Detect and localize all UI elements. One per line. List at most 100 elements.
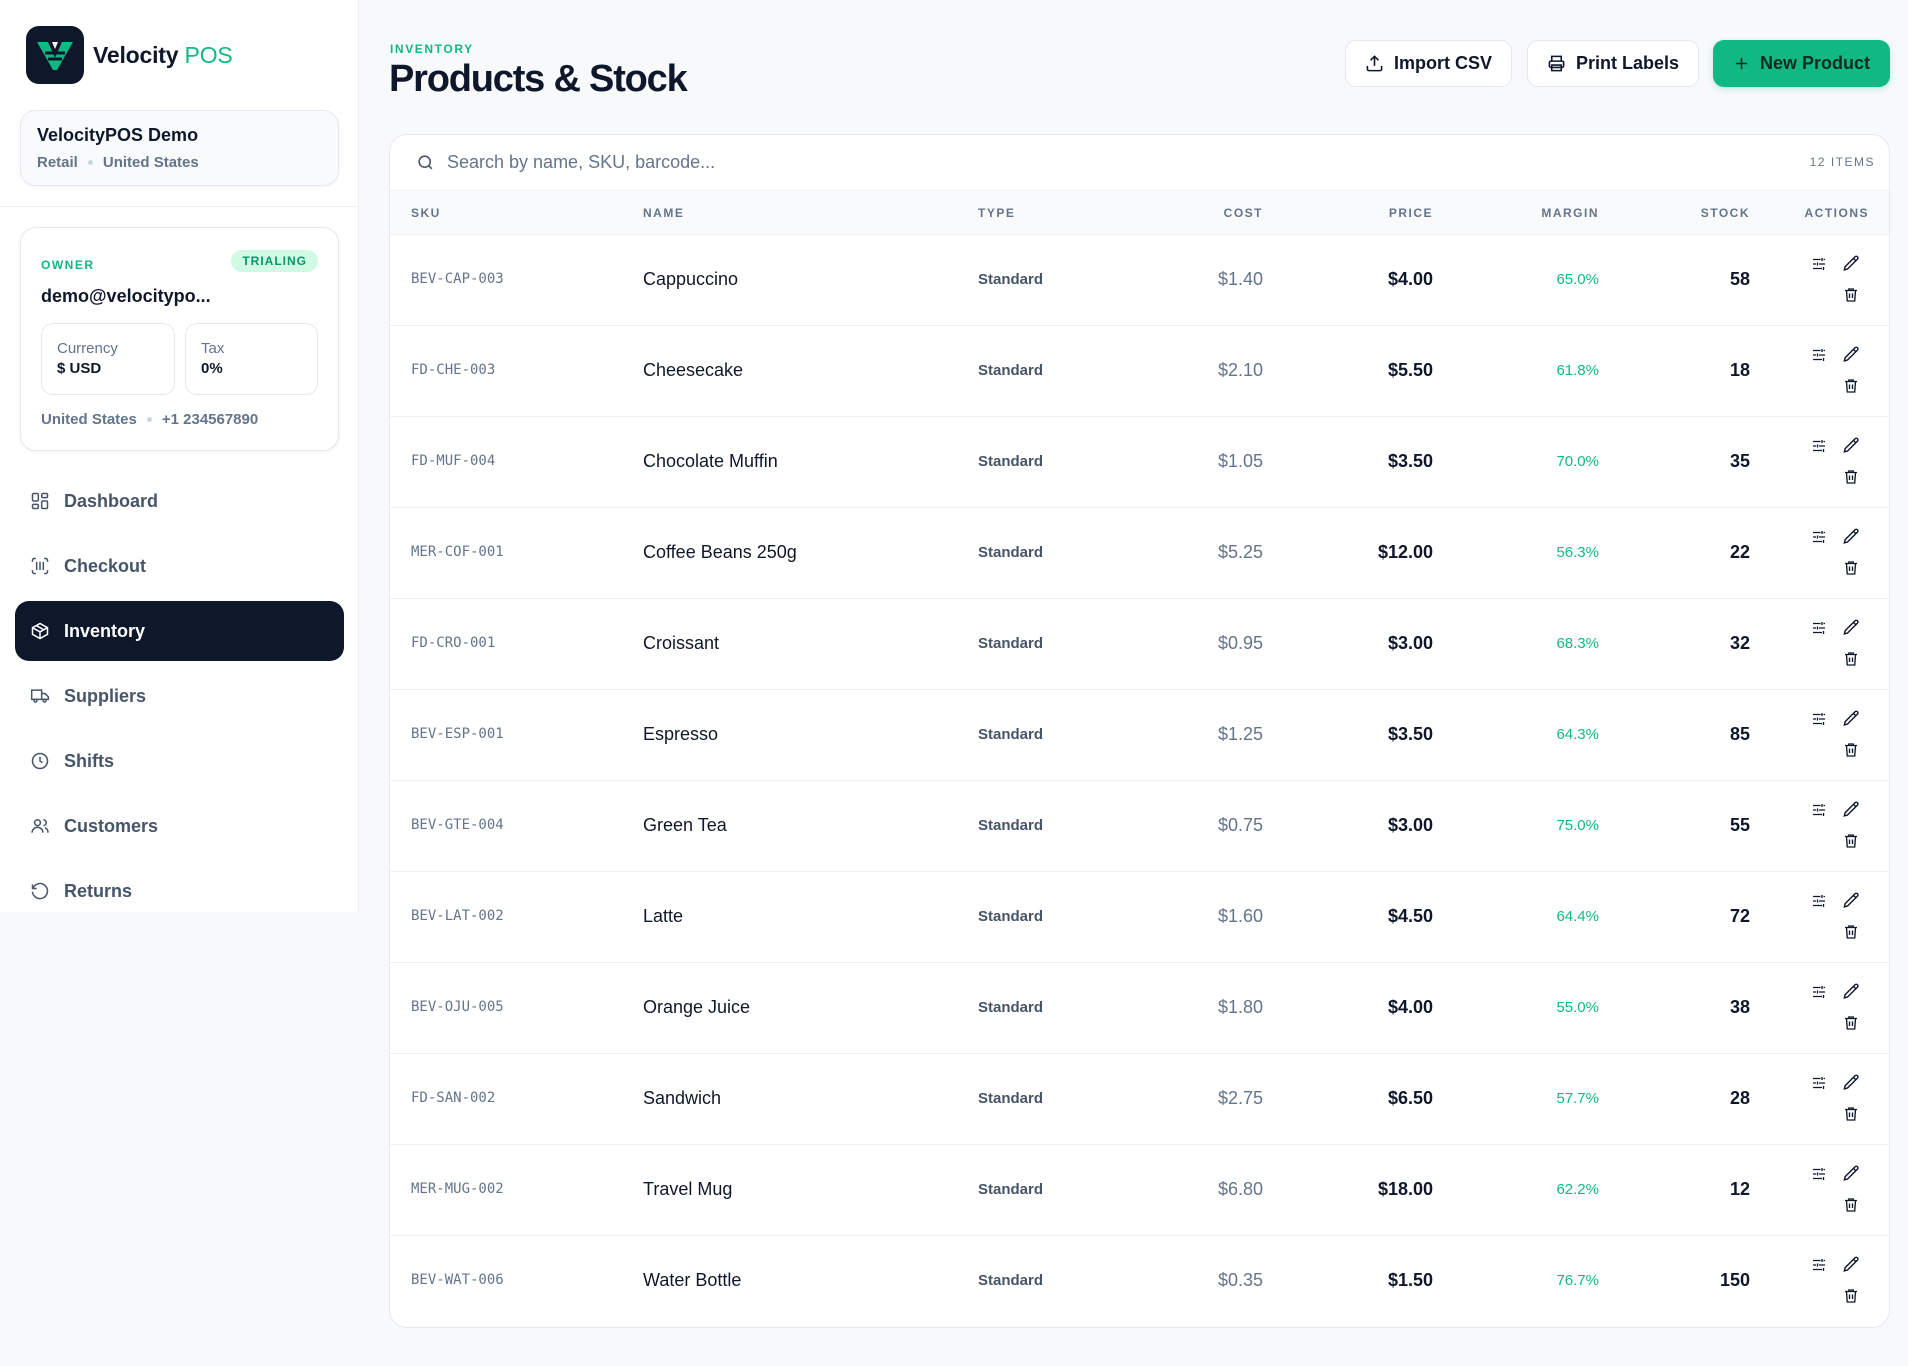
delete-trash-icon[interactable] bbox=[1842, 1014, 1860, 1037]
sidebar-item-shifts[interactable]: Shifts bbox=[15, 731, 344, 791]
delete-trash-icon[interactable] bbox=[1842, 377, 1860, 400]
adjust-stock-icon[interactable] bbox=[1810, 710, 1828, 733]
adjust-stock-icon[interactable] bbox=[1810, 1256, 1828, 1279]
delete-trash-icon[interactable] bbox=[1842, 1196, 1860, 1219]
margin-cell: 62.2% bbox=[1556, 1181, 1599, 1198]
type-cell: Standard bbox=[978, 1181, 1044, 1198]
page-eyebrow: INVENTORY bbox=[390, 42, 474, 56]
table-row[interactable]: BEV-ESP-001 Espresso Standard $1.25 $3.5… bbox=[390, 690, 1889, 781]
edit-pencil-icon[interactable] bbox=[1842, 345, 1861, 369]
table-row[interactable]: MER-MUG-002 Travel Mug Standard $6.80 $1… bbox=[390, 1145, 1889, 1236]
column-header-cost[interactable]: COST bbox=[1223, 206, 1263, 220]
edit-pencil-icon[interactable] bbox=[1842, 800, 1861, 824]
stock-cell: 72 bbox=[1729, 906, 1750, 926]
cost-cell: $6.80 bbox=[1217, 1179, 1263, 1199]
edit-pencil-icon[interactable] bbox=[1842, 982, 1861, 1006]
edit-pencil-icon[interactable] bbox=[1842, 1073, 1861, 1097]
stock-cell: 38 bbox=[1729, 997, 1750, 1017]
adjust-stock-icon[interactable] bbox=[1810, 619, 1828, 642]
type-cell: Standard bbox=[978, 726, 1044, 743]
name-cell: Espresso bbox=[643, 724, 719, 744]
brand[interactable]: Velocity POS bbox=[26, 26, 233, 84]
import-csv-button[interactable]: Import CSV bbox=[1345, 40, 1512, 87]
table-row[interactable]: FD-CHE-003 Cheesecake Standard $2.10 $5.… bbox=[390, 326, 1889, 417]
margin-cell: 76.7% bbox=[1556, 1272, 1599, 1289]
column-header-stock[interactable]: STOCK bbox=[1700, 206, 1750, 220]
table-row[interactable]: BEV-CAP-003 Cappuccino Standard $1.40 $4… bbox=[390, 235, 1889, 326]
delete-trash-icon[interactable] bbox=[1842, 1287, 1860, 1310]
adjust-stock-icon[interactable] bbox=[1810, 892, 1828, 915]
type-cell: Standard bbox=[978, 1090, 1044, 1107]
sidebar-item-customers[interactable]: Customers bbox=[15, 796, 344, 856]
edit-pencil-icon[interactable] bbox=[1842, 618, 1861, 642]
org-switcher[interactable]: VelocityPOS Demo Retail United States bbox=[20, 110, 339, 186]
delete-trash-icon[interactable] bbox=[1842, 650, 1860, 673]
sidebar-item-returns[interactable]: Returns bbox=[15, 861, 344, 921]
adjust-stock-icon[interactable] bbox=[1810, 1074, 1828, 1097]
sku-cell: MER-COF-001 bbox=[411, 544, 504, 560]
adjust-stock-icon[interactable] bbox=[1810, 528, 1828, 551]
column-header-margin[interactable]: MARGIN bbox=[1541, 206, 1599, 220]
delete-trash-icon[interactable] bbox=[1842, 559, 1860, 582]
margin-cell: 68.3% bbox=[1556, 635, 1599, 652]
margin-cell: 70.0% bbox=[1556, 453, 1599, 470]
new-product-button[interactable]: New Product bbox=[1713, 40, 1890, 87]
sidebar-nav: Dashboard Checkout Inventory Suppliers bbox=[15, 471, 344, 926]
edit-pencil-icon[interactable] bbox=[1842, 891, 1861, 915]
brand-name-accent: POS bbox=[184, 41, 233, 68]
sidebar-item-checkout[interactable]: Checkout bbox=[15, 536, 344, 596]
price-cell: $12.00 bbox=[1377, 542, 1433, 562]
edit-pencil-icon[interactable] bbox=[1842, 1255, 1861, 1279]
type-cell: Standard bbox=[978, 544, 1044, 561]
edit-pencil-icon[interactable] bbox=[1842, 254, 1861, 278]
column-header-type[interactable]: TYPE bbox=[978, 206, 1016, 220]
sidebar-item-suppliers[interactable]: Suppliers bbox=[15, 666, 344, 726]
type-cell: Standard bbox=[978, 635, 1044, 652]
sidebar: Velocity POS VelocityPOS Demo Retail Uni… bbox=[0, 0, 359, 912]
table-row[interactable]: FD-CRO-001 Croissant Standard $0.95 $3.0… bbox=[390, 599, 1889, 690]
search-bar: 12 ITEMS bbox=[390, 135, 1889, 191]
table-row[interactable]: MER-COF-001 Coffee Beans 250g Standard $… bbox=[390, 508, 1889, 599]
adjust-stock-icon[interactable] bbox=[1810, 983, 1828, 1006]
delete-trash-icon[interactable] bbox=[1842, 832, 1860, 855]
table-row[interactable]: BEV-GTE-004 Green Tea Standard $0.75 $3.… bbox=[390, 781, 1889, 872]
adjust-stock-icon[interactable] bbox=[1810, 346, 1828, 369]
delete-trash-icon[interactable] bbox=[1842, 741, 1860, 764]
delete-trash-icon[interactable] bbox=[1842, 468, 1860, 491]
column-header-sku[interactable]: SKU bbox=[411, 206, 441, 220]
table-row[interactable]: FD-SAN-002 Sandwich Standard $2.75 $6.50… bbox=[390, 1054, 1889, 1145]
adjust-stock-icon[interactable] bbox=[1810, 255, 1828, 278]
table-row[interactable]: FD-MUF-004 Chocolate Muffin Standard $1.… bbox=[390, 417, 1889, 508]
sidebar-item-inventory[interactable]: Inventory bbox=[15, 601, 344, 661]
stock-cell: 85 bbox=[1729, 724, 1750, 744]
sku-cell: FD-SAN-002 bbox=[411, 1090, 496, 1106]
stock-cell: 32 bbox=[1729, 633, 1750, 653]
stock-cell: 55 bbox=[1729, 815, 1750, 835]
name-cell: Green Tea bbox=[643, 815, 727, 835]
item-count: 12 ITEMS bbox=[1809, 155, 1875, 169]
column-header-price[interactable]: PRICE bbox=[1388, 206, 1433, 220]
search-input[interactable] bbox=[447, 152, 1047, 173]
table-row[interactable]: BEV-LAT-002 Latte Standard $1.60 $4.50 6… bbox=[390, 872, 1889, 963]
delete-trash-icon[interactable] bbox=[1842, 923, 1860, 946]
table-header: SKU NAME TYPE COST PRICE MARGIN STOCK AC… bbox=[390, 191, 1889, 235]
edit-pencil-icon[interactable] bbox=[1842, 436, 1861, 460]
table-row[interactable]: BEV-WAT-006 Water Bottle Standard $0.35 … bbox=[390, 1236, 1889, 1327]
edit-pencil-icon[interactable] bbox=[1842, 527, 1861, 551]
name-cell: Latte bbox=[643, 906, 684, 926]
adjust-stock-icon[interactable] bbox=[1810, 437, 1828, 460]
delete-trash-icon[interactable] bbox=[1842, 1105, 1860, 1128]
printer-icon bbox=[1548, 55, 1565, 72]
edit-pencil-icon[interactable] bbox=[1842, 1164, 1861, 1188]
edit-pencil-icon[interactable] bbox=[1842, 709, 1861, 733]
products-table-card: 12 ITEMS SKU NAME TYPE COST PRICE MARGIN… bbox=[389, 134, 1890, 1328]
column-header-name[interactable]: NAME bbox=[643, 206, 685, 220]
users-icon bbox=[31, 819, 49, 833]
adjust-stock-icon[interactable] bbox=[1810, 801, 1828, 824]
adjust-stock-icon[interactable] bbox=[1810, 1165, 1828, 1188]
role-label: OWNER bbox=[41, 258, 95, 272]
sidebar-item-dashboard[interactable]: Dashboard bbox=[15, 471, 344, 531]
delete-trash-icon[interactable] bbox=[1842, 286, 1860, 309]
table-row[interactable]: BEV-OJU-005 Orange Juice Standard $1.80 … bbox=[390, 963, 1889, 1054]
print-labels-button[interactable]: Print Labels bbox=[1527, 40, 1699, 87]
